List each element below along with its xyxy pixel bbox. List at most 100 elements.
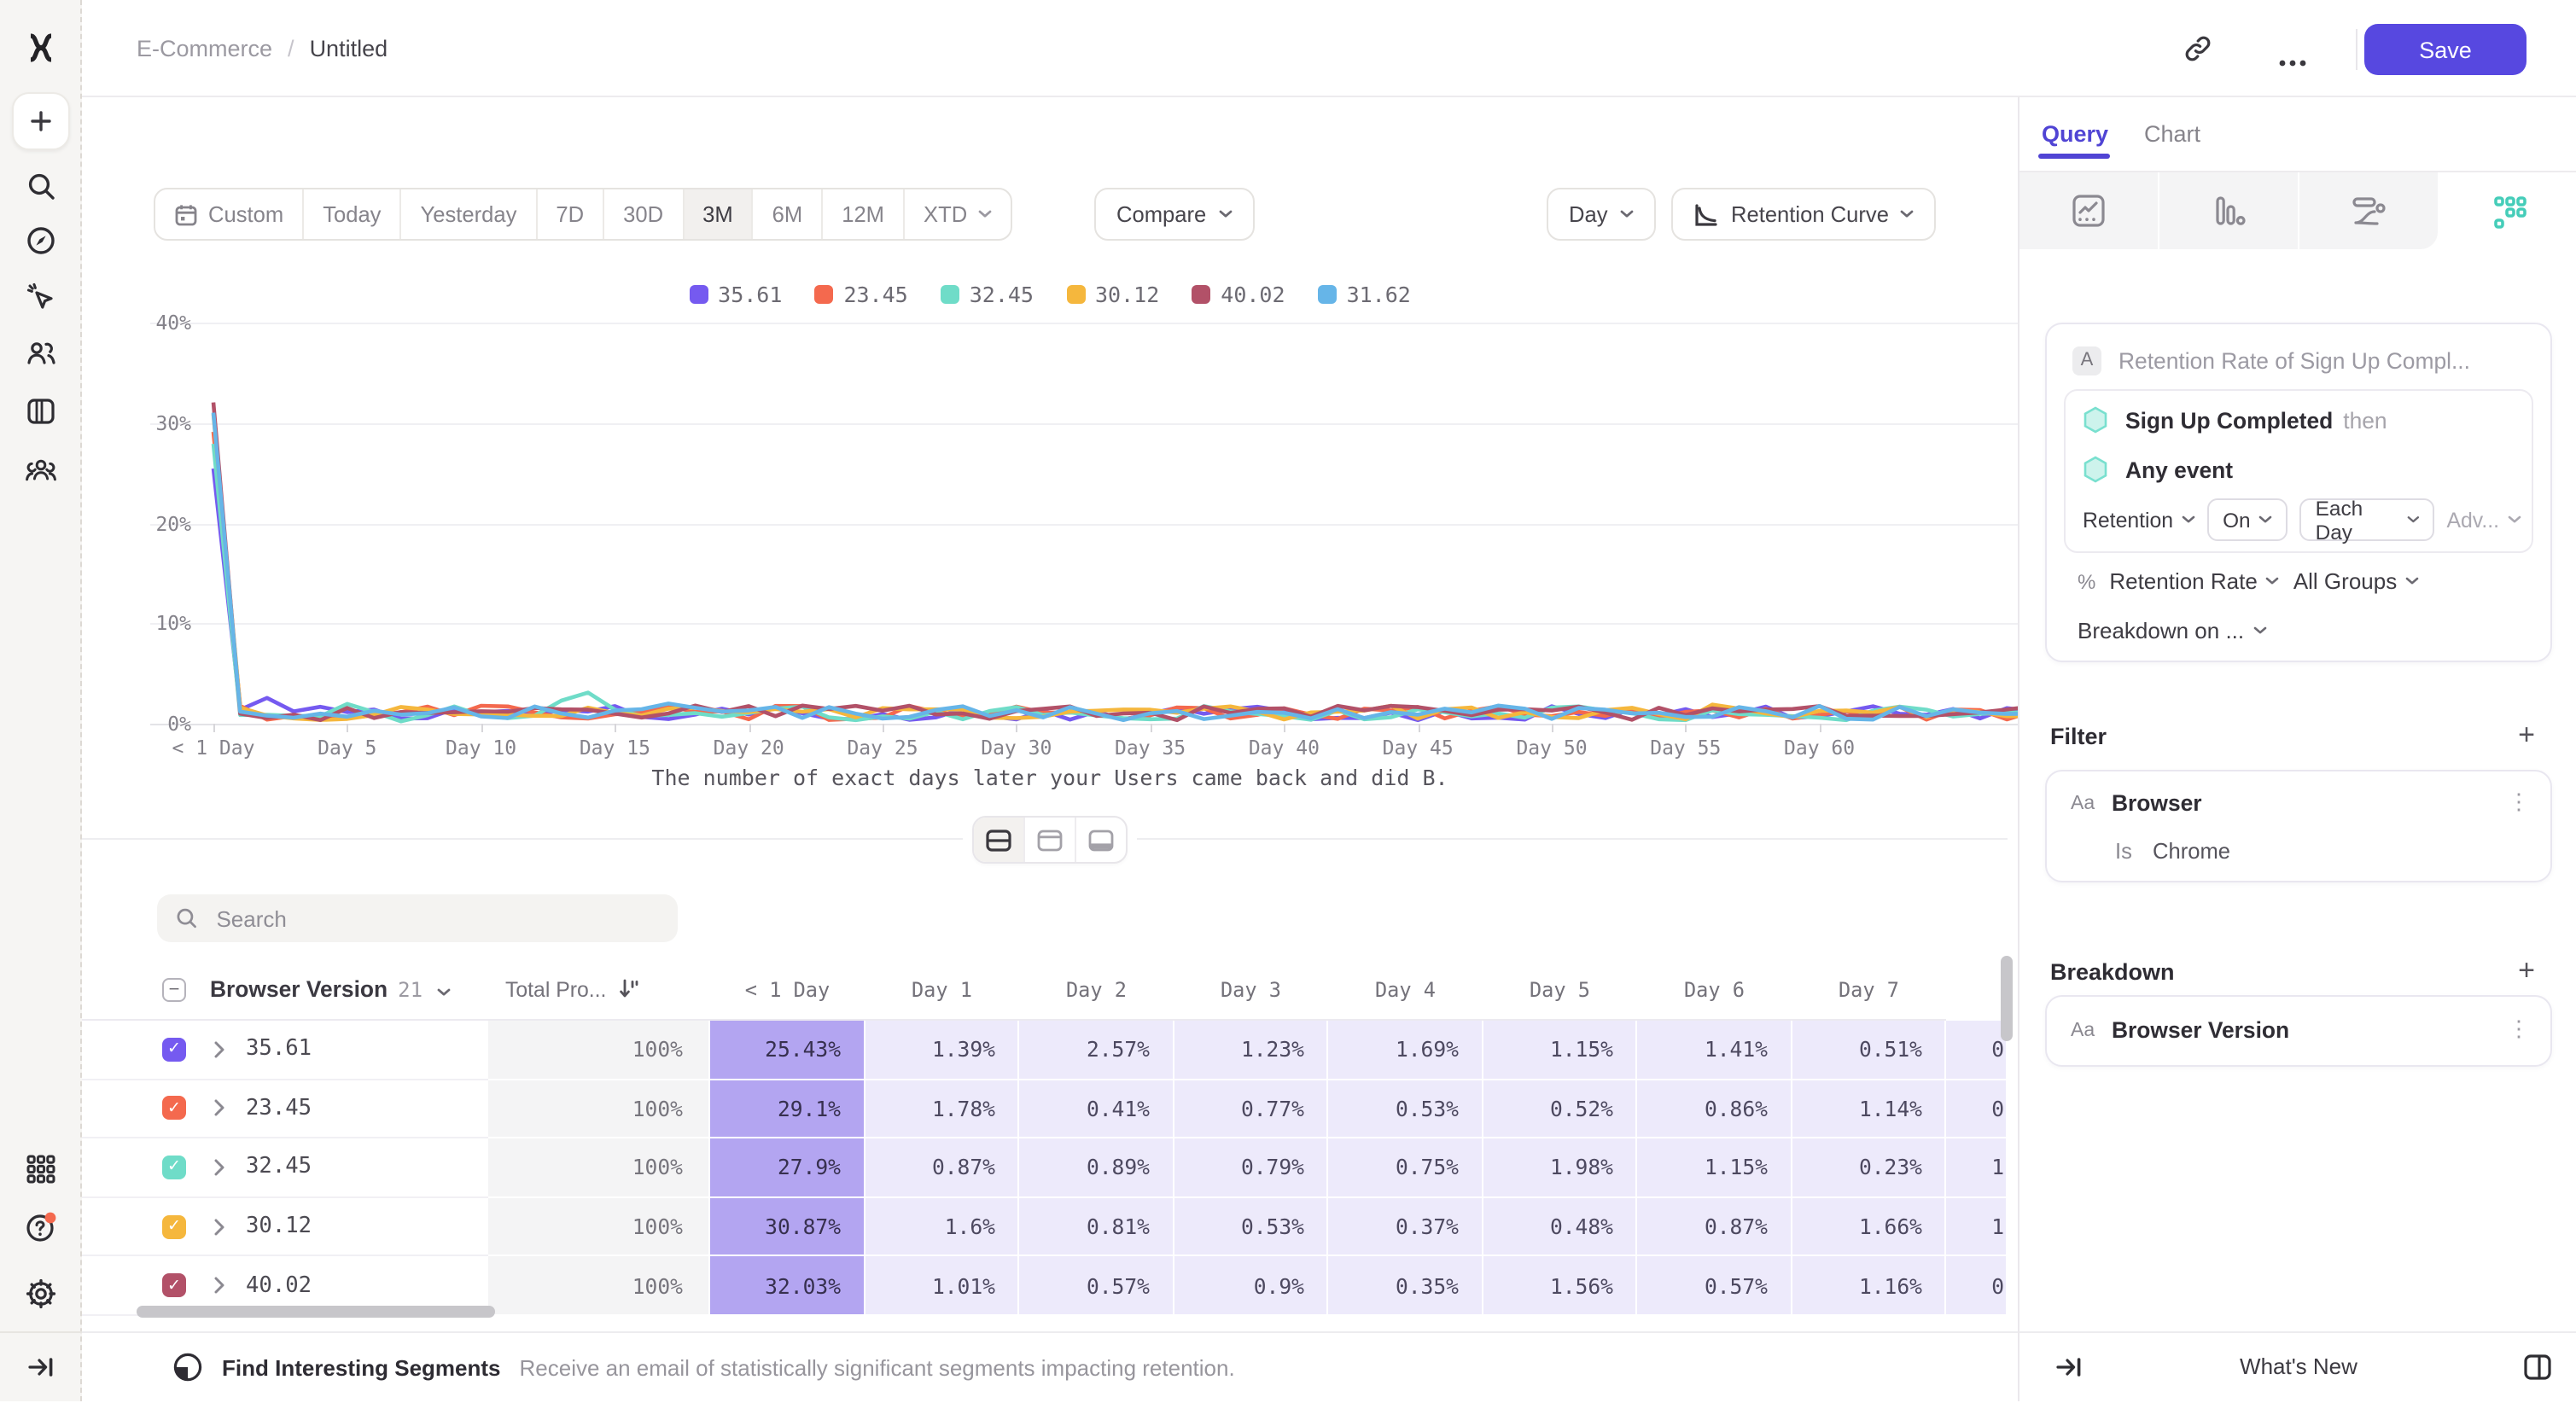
retention-cell[interactable]: 1.69% — [1328, 1021, 1483, 1080]
settings-gear-icon[interactable] — [24, 1278, 56, 1310]
users-icon[interactable] — [24, 337, 56, 370]
collapse-sidebar-icon[interactable] — [26, 1355, 54, 1379]
legend-item[interactable]: 40.02 — [1192, 282, 1285, 307]
collapse-panel-icon[interactable] — [2055, 1355, 2083, 1388]
retention-cell[interactable]: 0.51% — [1792, 1021, 1946, 1080]
retention-cell[interactable]: 0.81% — [1019, 1197, 1174, 1257]
legend-item[interactable]: 23.45 — [814, 282, 908, 307]
day-column-header[interactable]: Day 6 — [1637, 959, 1792, 1021]
retention-cell[interactable]: 1.98% — [1483, 1138, 1637, 1198]
boards-icon[interactable] — [25, 396, 55, 427]
filter-property[interactable]: Browser — [2112, 790, 2202, 816]
compare-button[interactable]: Compare — [1094, 188, 1255, 241]
segments-footer[interactable]: Find Interesting Segments Receive an ema… — [82, 1331, 2018, 1401]
row-checkbox[interactable]: ✓ — [162, 1273, 186, 1298]
report-flows-tab[interactable] — [2299, 172, 2438, 249]
retention-cell[interactable]: 30.87% — [710, 1197, 865, 1257]
retention-cell[interactable]: 0.52% — [1483, 1080, 1637, 1139]
date-range-xtd[interactable]: XTD — [905, 189, 1010, 239]
panel-layout-icon[interactable] — [2523, 1354, 2552, 1389]
series-line-40.02[interactable] — [211, 402, 2018, 723]
retention-cell[interactable]: 0.37% — [1328, 1197, 1483, 1257]
retention-cell[interactable]: 0.53% — [1174, 1197, 1328, 1257]
series-line-32.45[interactable] — [211, 443, 2018, 724]
retention-cell[interactable]: 1.56% — [1483, 1256, 1637, 1316]
row-checkbox[interactable]: ✓ — [162, 1096, 186, 1121]
horizontal-scrollbar[interactable] — [137, 1306, 495, 1318]
event-a-row[interactable]: Sign Up Completed then — [2083, 406, 2387, 435]
retention-cell[interactable]: 29.1% — [710, 1080, 865, 1139]
retention-cell[interactable]: 0.41% — [1019, 1080, 1174, 1139]
day-column-header[interactable]: Day 3 — [1174, 959, 1328, 1021]
day-column-header[interactable]: Day 5 — [1483, 959, 1637, 1021]
day-column-header[interactable]: Day 7 — [1792, 959, 1946, 1021]
retention-cell[interactable]: 0.87% — [1637, 1197, 1792, 1257]
row-label[interactable]: 35.61 — [246, 1036, 312, 1062]
copy-link-icon[interactable] — [2183, 34, 2212, 72]
chart-view-toggle[interactable] — [1025, 818, 1076, 862]
retention-cell[interactable]: 0.57% — [1637, 1256, 1792, 1316]
date-range-30d[interactable]: 30D — [604, 189, 685, 239]
retention-cell[interactable]: 1.16% — [1792, 1256, 1946, 1316]
create-new-button[interactable] — [11, 92, 69, 150]
retention-cell[interactable]: 0.35% — [1328, 1256, 1483, 1316]
whats-new-link[interactable]: What's New — [2240, 1354, 2357, 1379]
breakdown-more-icon[interactable]: ⋮ — [2508, 1016, 2530, 1041]
retention-cell[interactable]: 0.89% — [1019, 1138, 1174, 1198]
retention-cell[interactable]: 0.53% — [1328, 1080, 1483, 1139]
mixpanel-logo-icon[interactable] — [23, 31, 57, 65]
day-column-header[interactable]: Day 2 — [1019, 959, 1174, 1021]
series-line-23.45[interactable] — [211, 431, 2018, 722]
help-icon[interactable] — [22, 1209, 58, 1245]
day-column-header[interactable]: Day 1 — [865, 959, 1019, 1021]
filter-operator[interactable]: Is — [2115, 838, 2132, 864]
vertical-scrollbar[interactable] — [2001, 956, 2013, 1041]
retention-cell[interactable]: 1.39% — [865, 1021, 1019, 1080]
retention-cell[interactable]: 1.41% — [1637, 1021, 1792, 1080]
group-column-header[interactable]: Browser Version — [210, 976, 388, 1002]
date-range-6m[interactable]: 6M — [754, 189, 824, 239]
row-label[interactable]: 32.45 — [246, 1154, 312, 1180]
date-range-3m[interactable]: 3M — [684, 189, 754, 239]
retention-cell[interactable]: 0.23% — [1792, 1138, 1946, 1198]
on-select[interactable]: On — [2207, 498, 2288, 541]
retention-line-chart[interactable] — [150, 302, 2018, 746]
split-view-toggle[interactable] — [974, 818, 1025, 862]
expand-row-icon[interactable] — [213, 1041, 225, 1058]
search-icon[interactable] — [25, 171, 55, 201]
breadcrumb-report-title[interactable]: Untitled — [309, 36, 388, 61]
series-line-31.62[interactable] — [211, 412, 2018, 723]
save-button[interactable]: Save — [2364, 24, 2526, 75]
date-range-custom[interactable]: Custom — [155, 189, 305, 239]
retention-cell[interactable]: 1.15% — [1483, 1021, 1637, 1080]
select-all-checkbox[interactable]: − — [162, 977, 186, 1001]
row-checkbox[interactable]: ✓ — [162, 1155, 186, 1179]
row-checkbox[interactable]: ✓ — [162, 1037, 186, 1062]
retention-cell[interactable]: 0.79% — [1174, 1138, 1328, 1198]
breakdown-property[interactable]: Browser Version — [2112, 1017, 2290, 1043]
retention-cell[interactable]: 1.23% — [1174, 1021, 1328, 1080]
date-range-12m[interactable]: 12M — [823, 189, 906, 239]
filter-card[interactable]: Aa Browser ⋮ Is Chrome — [2045, 770, 2552, 882]
date-range-7d[interactable]: 7D — [537, 189, 605, 239]
discover-compass-icon[interactable] — [25, 225, 55, 256]
more-options-icon[interactable] — [2279, 44, 2306, 75]
retention-cell[interactable]: 1.14% — [1792, 1080, 1946, 1139]
retention-cell[interactable]: 1.15% — [1637, 1138, 1792, 1198]
each-day-select[interactable]: Each Day — [2299, 496, 2435, 544]
apps-grid-icon[interactable] — [25, 1154, 55, 1185]
retention-cell[interactable]: 0.86% — [1637, 1080, 1792, 1139]
legend-item[interactable]: 32.45 — [940, 282, 1034, 307]
breadcrumb-project[interactable]: E-Commerce — [137, 36, 273, 61]
retention-cell[interactable]: 0.77% — [1174, 1080, 1328, 1139]
series-line-30.12[interactable] — [211, 413, 2018, 722]
expand-row-icon[interactable] — [213, 1218, 225, 1235]
table-view-toggle[interactable] — [1076, 818, 1126, 862]
query-title[interactable]: Retention Rate of Sign Up Compl... — [2118, 348, 2470, 374]
total-column-header[interactable]: Total Pro... — [488, 959, 710, 1021]
retention-cell[interactable]: 25.43% — [710, 1021, 865, 1080]
retention-type-select[interactable]: Retention — [2083, 508, 2195, 532]
expand-row-icon[interactable] — [213, 1277, 225, 1294]
advanced-select[interactable]: Adv... — [2446, 508, 2521, 532]
add-filter-icon[interactable]: + — [2518, 719, 2535, 751]
